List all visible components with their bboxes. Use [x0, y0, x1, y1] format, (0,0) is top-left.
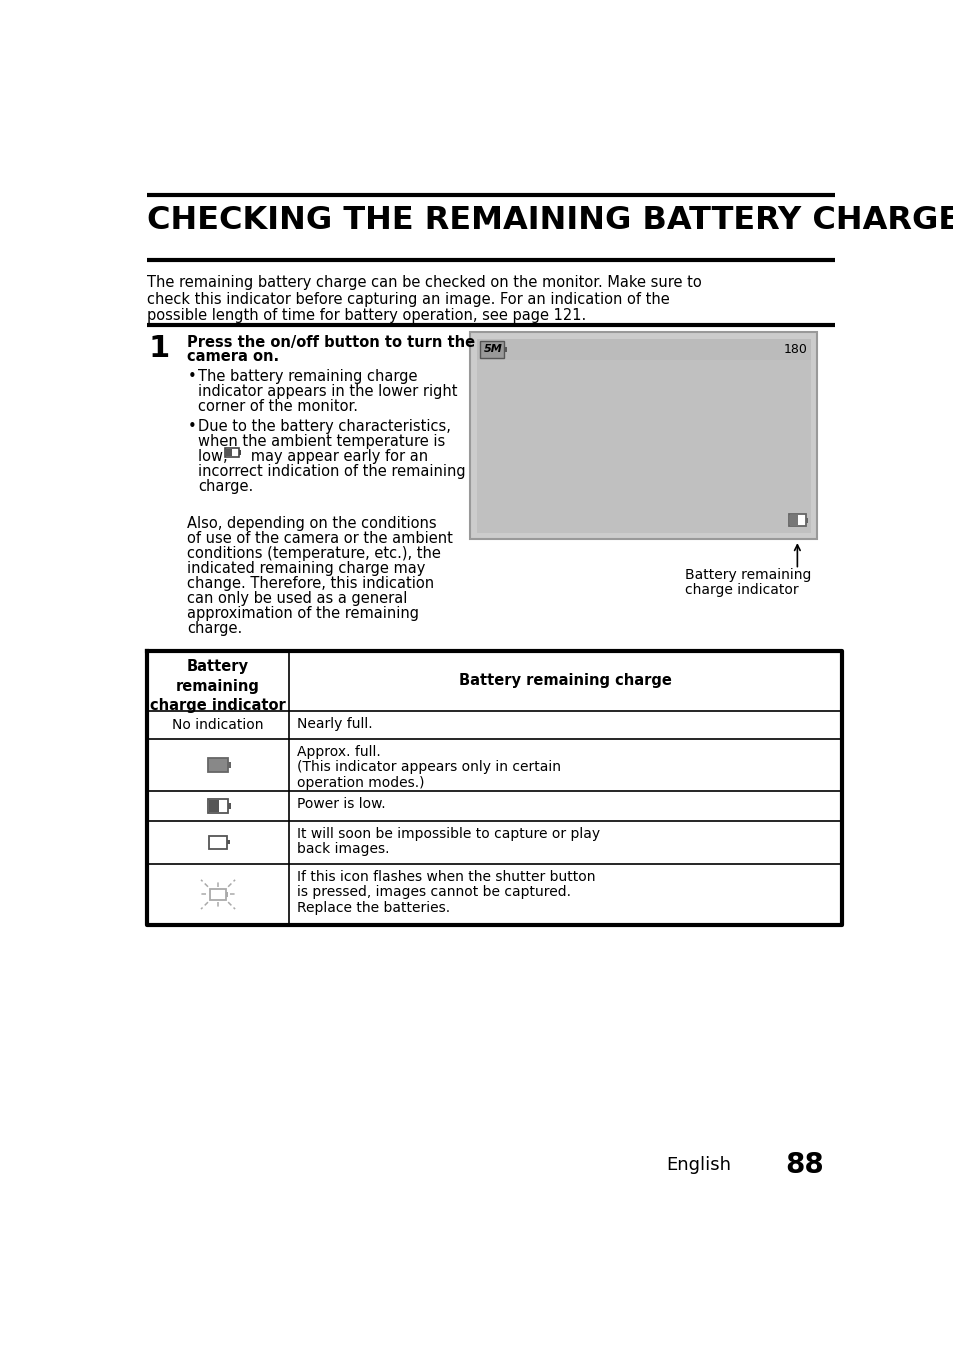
- Text: indicator appears in the lower right: indicator appears in the lower right: [198, 385, 457, 399]
- Bar: [788, 514, 805, 526]
- Text: It will soon be impossible to capture or play: It will soon be impossible to capture or…: [296, 827, 599, 841]
- Text: Approx. full.: Approx. full.: [296, 745, 380, 759]
- Text: 5M: 5M: [483, 344, 502, 354]
- Bar: [147, 651, 841, 925]
- Bar: [224, 448, 238, 457]
- Text: The remaining battery charge can be checked on the monitor. Make sure to: The remaining battery charge can be chec…: [147, 276, 701, 291]
- Text: •: •: [187, 420, 196, 434]
- Text: CHECKING THE REMAINING BATTERY CHARGE: CHECKING THE REMAINING BATTERY CHARGE: [147, 204, 953, 235]
- Text: Also, depending on the conditions: Also, depending on the conditions: [187, 515, 436, 530]
- Text: low,     may appear early for an: low, may appear early for an: [198, 449, 428, 464]
- Text: Power is low.: Power is low.: [296, 798, 385, 811]
- Text: charge indicator: charge indicator: [684, 584, 798, 597]
- Text: 180: 180: [782, 343, 806, 356]
- Text: of use of the camera or the ambient: of use of the camera or the ambient: [187, 531, 453, 546]
- Text: charge.: charge.: [198, 479, 253, 495]
- Text: operation modes.): operation modes.): [296, 776, 424, 790]
- Bar: [228, 763, 231, 768]
- Text: approximation of the remaining: approximation of the remaining: [187, 605, 419, 620]
- Text: Battery remaining: Battery remaining: [684, 568, 811, 582]
- Text: Replace the batteries.: Replace the batteries.: [296, 901, 450, 915]
- Bar: [470, 332, 816, 539]
- Text: charge.: charge.: [187, 620, 242, 636]
- Bar: [209, 835, 227, 849]
- Bar: [208, 759, 228, 772]
- Text: 1: 1: [149, 334, 170, 363]
- Bar: [227, 839, 230, 845]
- Text: The battery remaining charge: The battery remaining charge: [198, 370, 417, 385]
- Bar: [805, 518, 807, 522]
- Bar: [476, 339, 810, 360]
- Text: Battery remaining charge: Battery remaining charge: [458, 672, 671, 687]
- Bar: [476, 339, 810, 533]
- Text: corner of the monitor.: corner of the monitor.: [198, 399, 358, 414]
- Text: can only be used as a general: can only be used as a general: [187, 590, 407, 605]
- Bar: [504, 347, 506, 351]
- Bar: [228, 803, 231, 808]
- Bar: [209, 800, 219, 811]
- Text: 88: 88: [785, 1151, 823, 1178]
- Bar: [479, 340, 504, 358]
- Text: camera on.: camera on.: [187, 348, 279, 363]
- Text: Nearly full.: Nearly full.: [296, 717, 372, 732]
- Bar: [225, 449, 233, 456]
- Text: conditions (temperature, etc.), the: conditions (temperature, etc.), the: [187, 546, 441, 561]
- Text: If this icon flashes when the shutter button: If this icon flashes when the shutter bu…: [296, 870, 595, 884]
- Text: is pressed, images cannot be captured.: is pressed, images cannot be captured.: [296, 885, 570, 900]
- Text: •: •: [187, 370, 196, 385]
- Bar: [238, 449, 241, 455]
- Text: incorrect indication of the remaining: incorrect indication of the remaining: [198, 464, 465, 479]
- Text: when the ambient temperature is: when the ambient temperature is: [198, 434, 445, 449]
- Text: No indication: No indication: [172, 718, 264, 732]
- Text: change. Therefore, this indication: change. Therefore, this indication: [187, 576, 435, 590]
- Text: (This indicator appears only in certain: (This indicator appears only in certain: [296, 760, 560, 775]
- Text: Due to the battery characteristics,: Due to the battery characteristics,: [198, 420, 451, 434]
- Bar: [210, 889, 226, 900]
- Bar: [789, 515, 798, 526]
- Text: Battery
remaining
charge indicator: Battery remaining charge indicator: [150, 659, 286, 713]
- Text: possible length of time for battery operation, see page 121.: possible length of time for battery oper…: [147, 308, 586, 323]
- Text: check this indicator before capturing an image. For an indication of the: check this indicator before capturing an…: [147, 292, 669, 307]
- Text: Press the on/off button to turn the: Press the on/off button to turn the: [187, 335, 476, 350]
- Text: English: English: [666, 1155, 731, 1174]
- Bar: [208, 799, 228, 812]
- Text: indicated remaining charge may: indicated remaining charge may: [187, 561, 425, 576]
- Bar: [226, 892, 228, 897]
- Text: back images.: back images.: [296, 842, 389, 855]
